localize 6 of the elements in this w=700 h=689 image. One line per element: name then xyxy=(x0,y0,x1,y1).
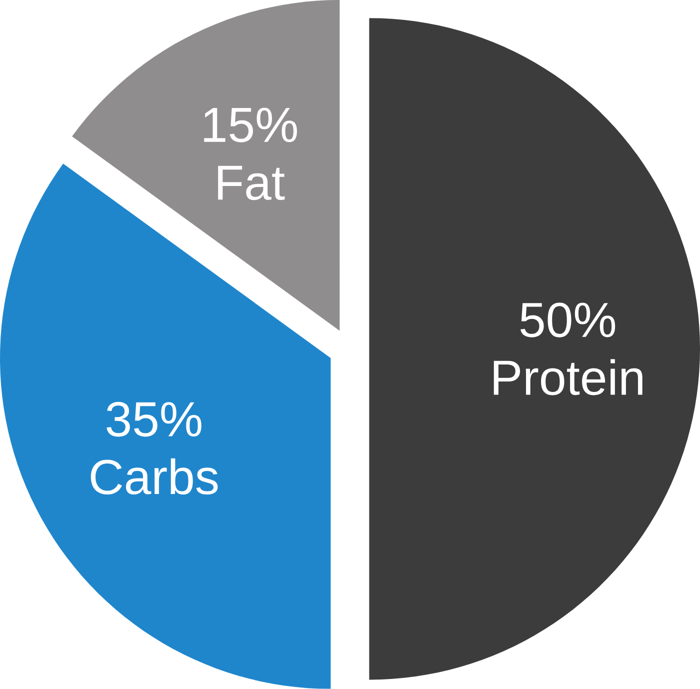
data-label: 15% xyxy=(204,108,297,142)
slice-label: Protein xyxy=(494,359,642,396)
data-label: 50% xyxy=(520,302,616,338)
slice-label: Carbs xyxy=(90,458,218,495)
slice-label: Fat xyxy=(218,166,285,200)
data-label: 35% xyxy=(106,402,202,437)
